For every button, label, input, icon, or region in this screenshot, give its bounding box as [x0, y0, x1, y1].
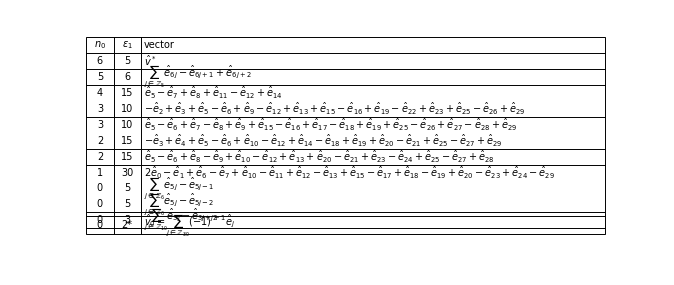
Text: 3: 3	[97, 104, 103, 114]
Text: $\hat{e}_5 - \hat{e}_7 + \hat{e}_8 + \hat{e}_{11} - \hat{e}_{12} + \hat{e}_{14}$: $\hat{e}_5 - \hat{e}_7 + \hat{e}_8 + \ha…	[144, 85, 282, 101]
Text: $\sum_{j\in\mathbb{Z}_6}\hat{e}_{5j} - \hat{e}_{5j-2}$: $\sum_{j\in\mathbb{Z}_6}\hat{e}_{5j} - \…	[144, 191, 214, 217]
Text: 1: 1	[97, 168, 103, 178]
Text: $n_0$: $n_0$	[94, 40, 106, 51]
Text: 2: 2	[97, 152, 103, 162]
Text: 5: 5	[124, 199, 130, 209]
Text: $\sum_{j\in\mathbb{Z}_5}\hat{e}_{6j} - \hat{e}_{6j+1} + \hat{e}_{6j+2}$: $\sum_{j\in\mathbb{Z}_5}\hat{e}_{6j} - \…	[144, 64, 251, 90]
Text: 30: 30	[121, 168, 133, 178]
Text: 4: 4	[97, 88, 103, 98]
Text: 15: 15	[121, 152, 133, 162]
Text: $-\hat{e}_2 + \hat{e}_3 + \hat{e}_5 - \hat{e}_6 + \hat{e}_9 - \hat{e}_{12} + \ha: $-\hat{e}_2 + \hat{e}_3 + \hat{e}_5 - \h…	[144, 101, 525, 117]
Text: $\varepsilon_1$: $\varepsilon_1$	[121, 40, 133, 51]
Text: 0: 0	[97, 220, 103, 230]
Text: 0: 0	[97, 184, 103, 194]
Text: $\hat{v}_0 = \sum_{j\in\mathbb{Z}_{30}}(-1)^{j+1}\hat{e}_j$: $\hat{v}_0 = \sum_{j\in\mathbb{Z}_{30}}(…	[144, 212, 235, 239]
Text: 2*: 2*	[121, 220, 133, 230]
Text: $\sum_{j\in\mathbb{Z}_6}\hat{e}_{5j} - \hat{e}_{5j-1}$: $\sum_{j\in\mathbb{Z}_6}\hat{e}_{5j} - \…	[144, 175, 214, 202]
Text: 10: 10	[121, 120, 133, 130]
Text: 5: 5	[124, 184, 130, 194]
Text: $\hat{e}_5 - \hat{e}_6 + \hat{e}_7 - \hat{e}_8 + \hat{e}_9 + \hat{e}_{15} - \hat: $\hat{e}_5 - \hat{e}_6 + \hat{e}_7 - \ha…	[144, 117, 517, 133]
Text: $\sum_{j\in\mathbb{Z}_{10}}\hat{e}_{3j} - \hat{e}_{3j+2}$: $\sum_{j\in\mathbb{Z}_{10}}\hat{e}_{3j} …	[144, 207, 218, 233]
Text: vector: vector	[144, 40, 175, 50]
Text: $-\hat{e}_3 + \hat{e}_4 + \hat{e}_5 - \hat{e}_6 + \hat{e}_{10} - \hat{e}_{12} + : $-\hat{e}_3 + \hat{e}_4 + \hat{e}_5 - \h…	[144, 133, 502, 149]
Text: 6: 6	[97, 56, 103, 66]
Text: 0: 0	[97, 215, 103, 225]
Bar	[86, 38, 605, 235]
Text: 15: 15	[121, 136, 133, 146]
Text: 10: 10	[121, 104, 133, 114]
Text: $\hat{v}^*$: $\hat{v}^*$	[144, 54, 156, 68]
Text: 6: 6	[124, 72, 130, 82]
Text: 2: 2	[97, 136, 103, 146]
Text: 15: 15	[121, 88, 133, 98]
Text: 3: 3	[97, 120, 103, 130]
Text: 5: 5	[124, 56, 130, 66]
Text: 0: 0	[97, 199, 103, 209]
Text: $2\hat{e}_0 - \hat{e}_1 + \hat{e}_6 - \hat{e}_7 + \hat{e}_{10} - \hat{e}_{11} + : $2\hat{e}_0 - \hat{e}_1 + \hat{e}_6 - \h…	[144, 164, 555, 180]
Text: 5: 5	[97, 72, 103, 82]
Text: $\hat{e}_5 - \hat{e}_6 + \hat{e}_8 - \hat{e}_9 + \hat{e}_{10} - \hat{e}_{12} + \: $\hat{e}_5 - \hat{e}_6 + \hat{e}_8 - \ha…	[144, 149, 495, 165]
Text: 3: 3	[124, 215, 130, 225]
